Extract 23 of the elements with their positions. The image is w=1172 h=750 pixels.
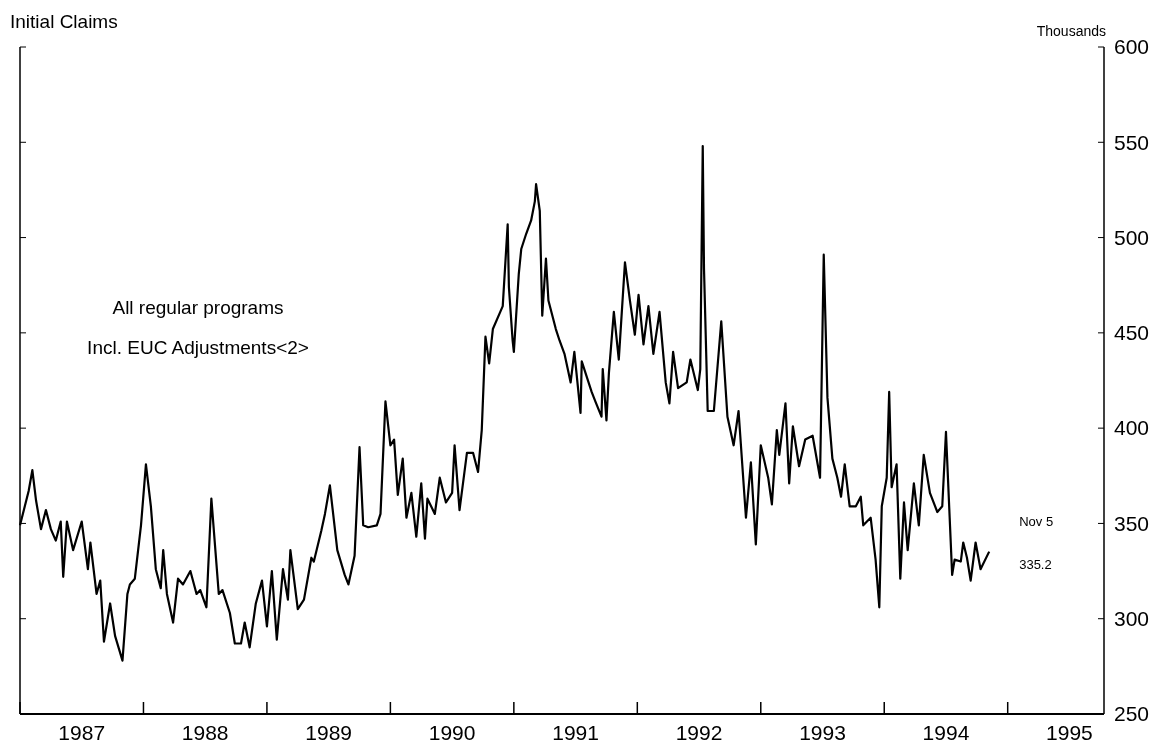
y-tick-label: 500 [1114, 225, 1150, 249]
x-tick-label: 1992 [675, 721, 723, 744]
y-tick-label: 450 [1114, 321, 1150, 345]
annotation: 335.2 [1019, 557, 1052, 573]
y-tick-label: 550 [1114, 130, 1150, 154]
y-axis-title: Thousands [1036, 23, 1106, 39]
x-tick-label: 1990 [428, 721, 476, 744]
x-tick-label: 1989 [305, 721, 353, 744]
x-tick-label: 1987 [58, 721, 106, 744]
y-tick-label: 250 [1114, 702, 1150, 726]
y-tick-label: 400 [1114, 416, 1150, 440]
x-tick-label: 1994 [922, 721, 970, 744]
x-tick-label: 1991 [552, 721, 599, 744]
annotation: Nov 5 [1019, 514, 1054, 530]
y-tick-label: 350 [1114, 511, 1150, 535]
y-tick-label: 300 [1114, 607, 1150, 631]
chart-title: Initial Claims [10, 11, 118, 32]
x-tick-label: 1995 [1046, 721, 1093, 744]
annotation: All regular programs [112, 297, 284, 318]
annotation: Incl. EUC Adjustments<2> [87, 337, 309, 358]
y-tick-label: 600 [1114, 35, 1150, 59]
x-tick-label: 1993 [799, 721, 846, 744]
x-tick-label: 1988 [181, 721, 229, 744]
